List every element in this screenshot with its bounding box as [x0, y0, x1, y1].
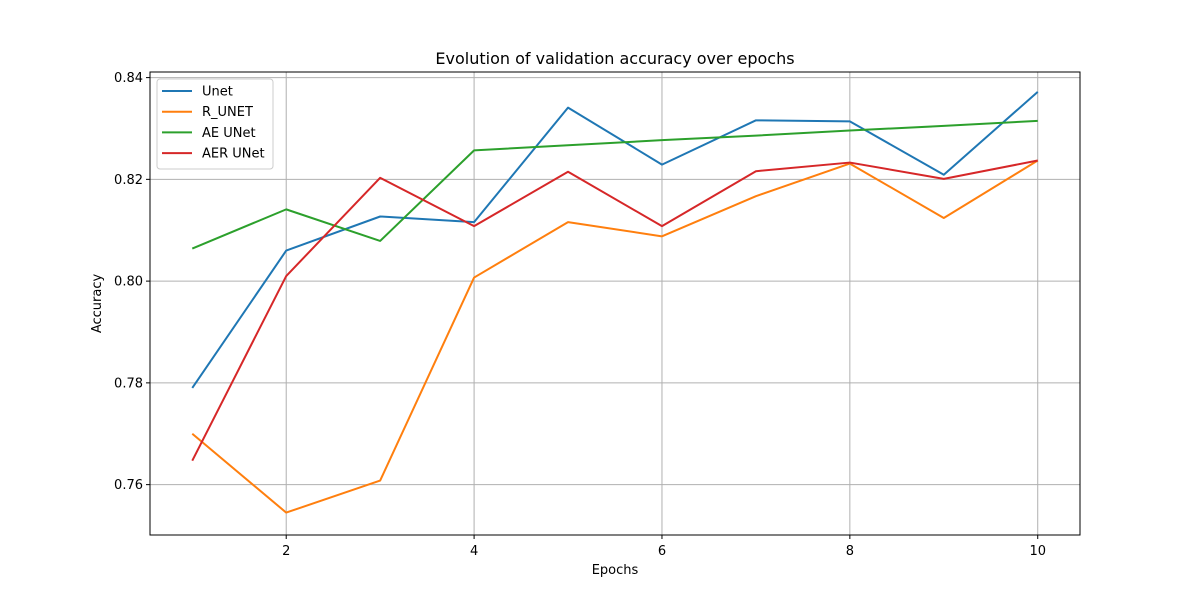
chart-title: Evolution of validation accuracy over ep…	[435, 49, 794, 68]
y-tick-label: 0.84	[114, 71, 143, 86]
legend-label-r-unet: R_UNET	[202, 105, 253, 120]
series-line-unet	[191, 91, 1039, 389]
x-tick-label: 6	[658, 544, 666, 559]
legend-label-unet: Unet	[202, 85, 233, 100]
legend: Unet R_UNET AE UNet AER UNet	[156, 78, 274, 170]
y-tick-label: 0.82	[114, 173, 143, 188]
legend-label-ae-unet: AE UNet	[202, 126, 256, 141]
x-tick-label: 8	[846, 544, 854, 559]
x-tick-label: 2	[282, 544, 290, 559]
x-axis-label: Epochs	[592, 563, 639, 578]
x-tick-label: 10	[1029, 544, 1046, 559]
series-line-aer-unet	[191, 159, 1038, 462]
plot-area-frame	[149, 71, 1081, 536]
legend-label-aer-unet: AER UNet	[202, 147, 265, 162]
y-axis-label: Accuracy	[90, 274, 105, 334]
axis-ticks: 2 4 6 8 10 0.76 0.78 0.80 0.82 0.84	[114, 71, 1046, 559]
y-tick-label: 0.78	[114, 376, 143, 391]
y-tick-label: 0.76	[114, 478, 143, 493]
series-line-ae-unet	[191, 119, 1038, 250]
x-tick-label: 4	[470, 544, 478, 559]
y-tick-label: 0.80	[114, 275, 143, 290]
grid	[150, 72, 1080, 535]
series-line-r-unet	[191, 159, 1039, 514]
series-lines	[191, 91, 1039, 514]
legend-frame	[156, 78, 274, 170]
